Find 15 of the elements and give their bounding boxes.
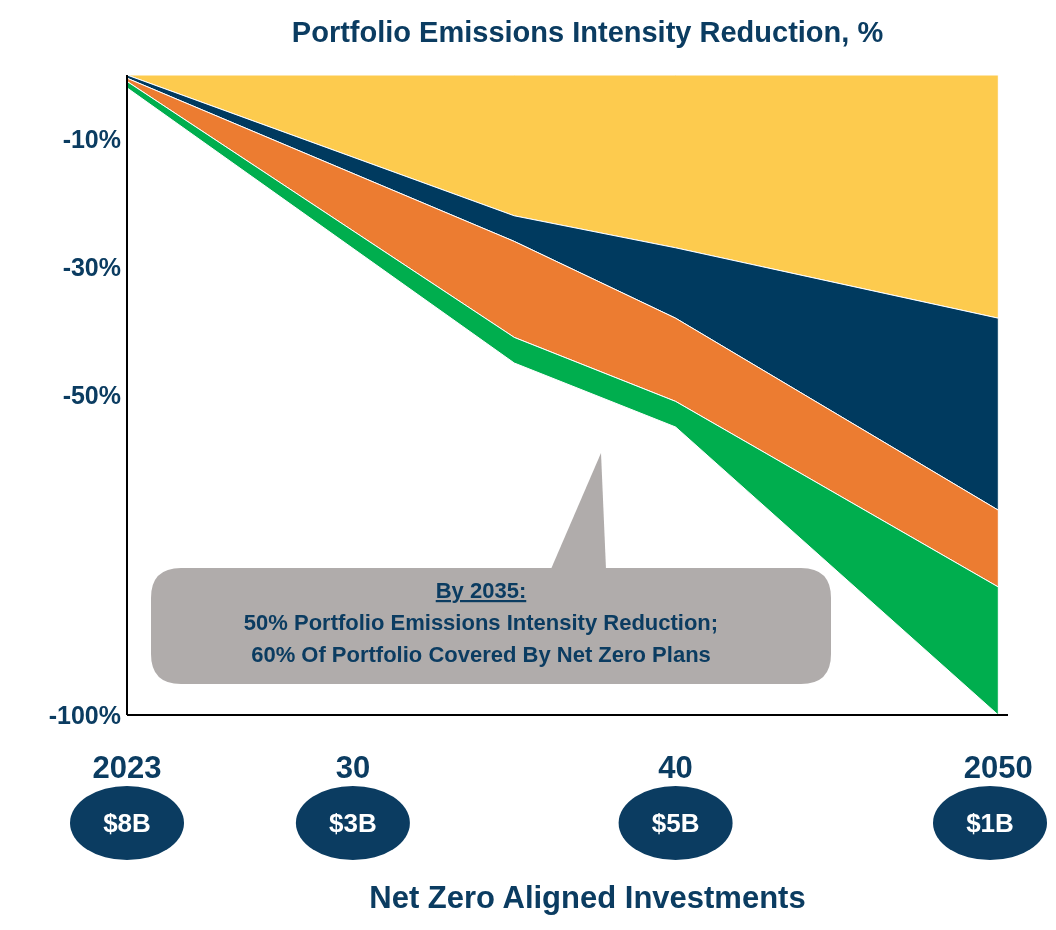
y-tick-label: -50% (62, 380, 121, 409)
oval-badge: $5B (618, 786, 733, 860)
oval-badge: $3B (295, 786, 410, 860)
x-axis-title: Net Zero Aligned Investments (369, 880, 806, 915)
oval-badge: $8B (70, 786, 184, 860)
chart-title: Portfolio Emissions Intensity Reduction, % (291, 16, 884, 48)
y-tick-label: -30% (62, 252, 121, 281)
oval-badge: $1B (933, 786, 1047, 860)
annotation: By 2035: 50% Portfolio Emissions Intensity Reduction; 60% Of Portfolio Covered By Net Zero Plans (243, 578, 719, 667)
y-tick-label: -100% (48, 700, 121, 729)
x-tick-label: 2023 (92, 750, 162, 785)
x-tick-label: 30 (335, 750, 371, 785)
x-tick-label: 2050 (963, 750, 1033, 785)
y-tick-label: -10% (62, 124, 121, 153)
x-tick-label: 40 (658, 750, 693, 785)
